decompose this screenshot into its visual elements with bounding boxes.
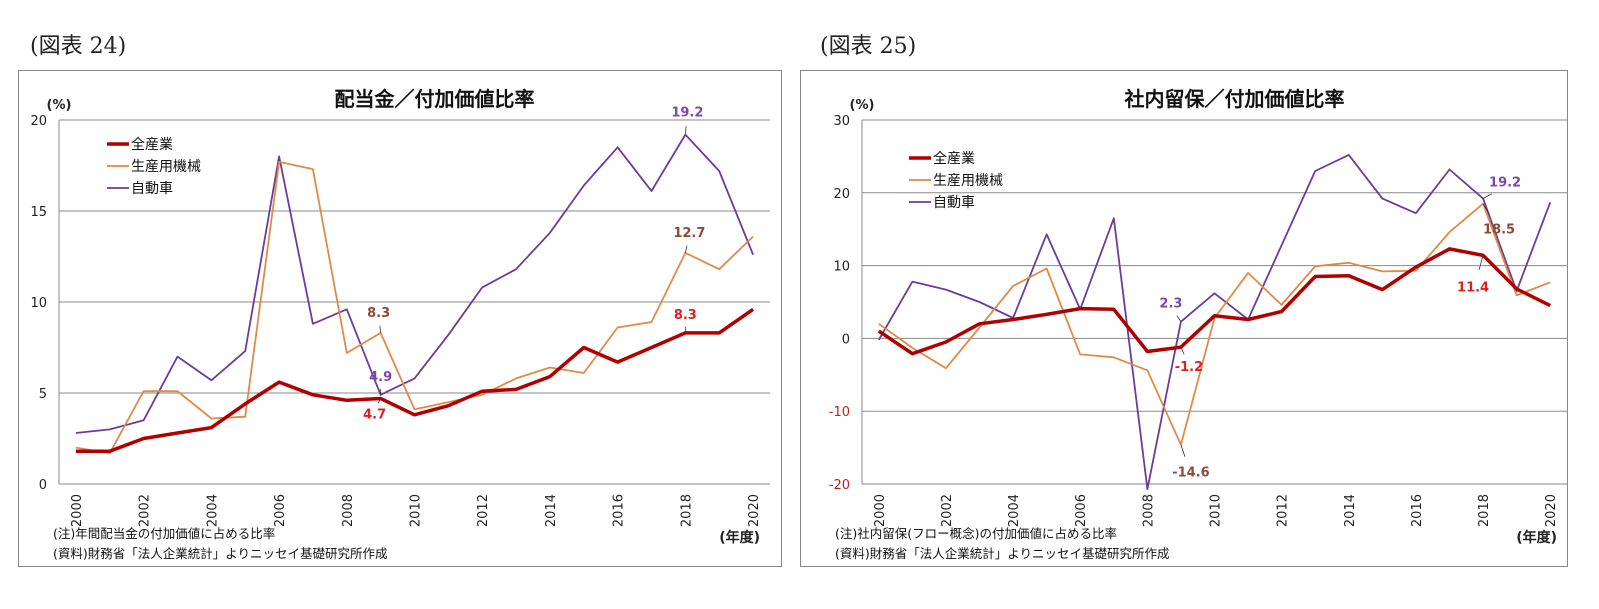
x-tick-label: 2004 xyxy=(1007,494,1022,527)
y-tick-label: -10 xyxy=(829,405,850,420)
x-tick-label: 2014 xyxy=(1343,494,1358,527)
chart-title: 配当金／付加価値比率 xyxy=(335,87,535,111)
series-line-machinery xyxy=(75,161,754,455)
legend-label-auto: 自動車 xyxy=(131,180,173,197)
y-tick-label: 0 xyxy=(39,478,47,493)
data-label: 8.3 xyxy=(674,308,697,323)
legend-label-machinery: 生産用機械 xyxy=(933,173,1003,189)
legend-label-auto: 自動車 xyxy=(933,194,975,211)
x-tick-label: 2014 xyxy=(544,494,559,527)
x-tick-label: 2006 xyxy=(273,494,288,527)
chart-retained-earnings: 社内留保／付加価値比率 (%) -20 -10 0 10 20 30 2000 2002 2004 2… xyxy=(829,87,1567,546)
x-tick-label: 2010 xyxy=(409,494,424,527)
x-axis-label: (年度) xyxy=(1516,529,1557,546)
x-axis-label: (年度) xyxy=(719,529,760,546)
y-tick-label: -20 xyxy=(829,478,850,493)
y-tick-label: 0 xyxy=(842,332,850,347)
x-tick-label: 2012 xyxy=(476,494,491,527)
annotation-leader xyxy=(377,398,382,404)
x-tick-label: 2010 xyxy=(1209,494,1224,527)
annotation-leader xyxy=(379,325,382,333)
chart-source: (資料)財務省「法人企業統計」よりニッセイ基礎研究所作成 xyxy=(53,546,388,561)
series-line-all xyxy=(75,307,755,453)
data-label: 4.9 xyxy=(369,370,392,385)
chart-note: (注)年間配当金の付加価値に占める比率 xyxy=(53,526,276,541)
annotation-leader xyxy=(1482,203,1490,215)
data-label: -14.6 xyxy=(1172,466,1209,481)
x-tick-label: 2000 xyxy=(70,494,85,527)
x-tick-label: 2000 xyxy=(873,494,888,527)
data-label: 11.4 xyxy=(1457,280,1489,295)
y-axis-label: (%) xyxy=(47,98,72,113)
legend-label-machinery: 生産用機械 xyxy=(131,159,201,175)
y-tick-label: 5 xyxy=(39,387,47,402)
x-tick-label: 2008 xyxy=(341,494,356,527)
series-line-auto xyxy=(878,154,1552,491)
x-tick-label: 2020 xyxy=(1544,494,1559,527)
legend-label-all: 全産業 xyxy=(933,150,975,167)
y-tick-label: 10 xyxy=(833,260,850,275)
annotation-leader xyxy=(684,245,688,253)
x-tick-label: 2002 xyxy=(138,494,153,527)
data-label: 4.7 xyxy=(363,407,386,422)
y-tick-label: 20 xyxy=(833,187,850,202)
y-axis-label: (%) xyxy=(850,98,875,113)
annotation-leader xyxy=(1482,193,1493,199)
x-tick-label: 2002 xyxy=(940,494,955,527)
y-tick-label: 20 xyxy=(30,114,47,129)
series-line-all xyxy=(877,247,1551,356)
chart-title: 社内留保／付加価値比率 xyxy=(1124,87,1345,111)
figure-25-label: (図表 25) xyxy=(820,34,917,59)
series-line-auto xyxy=(75,133,754,434)
annotation-leader xyxy=(1180,346,1185,355)
data-label: 2.3 xyxy=(1159,297,1182,312)
data-label: 12.7 xyxy=(673,226,705,241)
data-label: 18.5 xyxy=(1483,223,1515,238)
x-tick-label: 2020 xyxy=(747,494,762,527)
y-tick-label: 30 xyxy=(833,114,850,129)
chart-source: (資料)財務省「法人企業統計」よりニッセイ基礎研究所作成 xyxy=(835,546,1170,561)
chart-panel-retained-earnings: 社内留保／付加価値比率 (%) -20 -10 0 10 20 30 2000 2002 2004 2… xyxy=(800,70,1568,567)
data-label: 19.2 xyxy=(1489,176,1521,191)
x-tick-label: 2018 xyxy=(1477,494,1492,527)
annotation-leader xyxy=(1176,315,1182,322)
annotation-leader xyxy=(1180,444,1186,457)
x-tick-label: 2012 xyxy=(1276,494,1291,527)
annotation-leader xyxy=(684,126,687,135)
x-tick-label: 2006 xyxy=(1074,494,1089,527)
y-tick-label: 15 xyxy=(30,205,47,220)
x-tick-label: 2016 xyxy=(1410,494,1425,527)
chart-panel-dividends: 配当金／付加価値比率 (%) 0 5 10 15 20 2000 2002 2004 2006 200… xyxy=(18,70,782,567)
data-label: 8.3 xyxy=(367,306,390,321)
x-tick-label: 2018 xyxy=(679,494,694,527)
chart-dividends: 配当金／付加価値比率 (%) 0 5 10 15 20 2000 2002 2004 2006 200… xyxy=(30,87,770,546)
annotation-leader xyxy=(1478,255,1484,270)
legend-label-all: 全産業 xyxy=(131,136,173,153)
x-tick-label: 2004 xyxy=(205,494,220,527)
data-label: 19.2 xyxy=(671,106,703,121)
x-tick-label: 2008 xyxy=(1141,494,1156,527)
figure-24-label: (図表 24) xyxy=(30,34,127,59)
y-tick-label: 10 xyxy=(30,296,47,311)
data-label: -1.2 xyxy=(1175,360,1203,375)
chart-note: (注)社内留保(フロー概念)の付加価値に占める比率 xyxy=(835,526,1118,541)
x-tick-label: 2016 xyxy=(612,494,627,527)
